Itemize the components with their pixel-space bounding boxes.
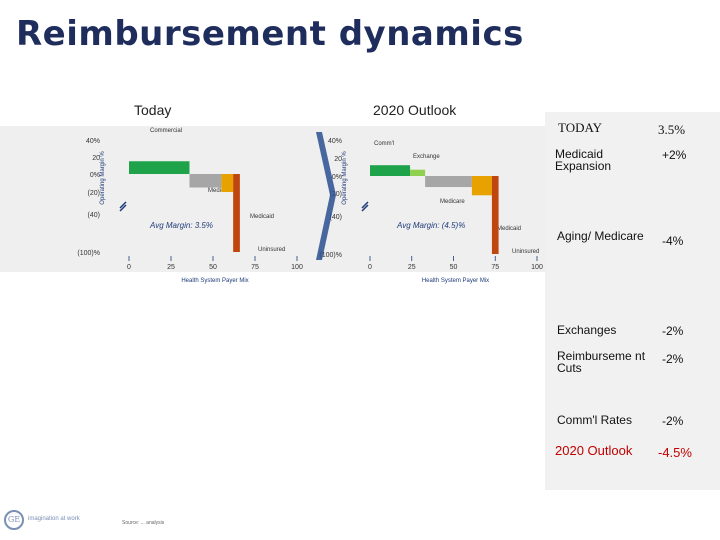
segment-label: Exchange xyxy=(413,154,440,160)
x-tick-label: 50 xyxy=(209,264,217,271)
chart-background-band xyxy=(0,126,545,272)
y-tick-label: (20) xyxy=(88,190,100,197)
x-tick-label: 25 xyxy=(167,264,175,271)
chevron-right-icon xyxy=(316,132,336,260)
table-row-value: 3.5% xyxy=(658,122,686,137)
table-row-value: -2% xyxy=(662,414,684,428)
x-axis-title: Health System Payer Mix xyxy=(422,278,489,284)
table-row-label: Comm'l Rates xyxy=(557,413,632,427)
x-tick-label: 75 xyxy=(251,264,259,271)
table-row-value: +2% xyxy=(662,148,687,162)
avg-margin-annotation: Avg Margin: (4.5)% xyxy=(396,221,465,230)
waterfall-charts: 40% 20 0% (20) (40) (100)% Operating Margin % C… xyxy=(77,128,543,284)
bar-medicare xyxy=(189,174,222,188)
segment-label: Medicaid xyxy=(250,214,274,220)
x-tick-label: 100 xyxy=(291,264,303,271)
y-tick-label: 40% xyxy=(86,138,100,145)
segment-label: Uninsured xyxy=(512,249,539,255)
bar-medicare xyxy=(425,176,472,188)
axis-break-icon xyxy=(119,201,127,212)
ge-logo-icon: GE xyxy=(4,510,24,530)
y-tick-label: (40) xyxy=(330,214,342,221)
table-row-label: Medicaid Expansion xyxy=(555,147,612,173)
today-chart: 40% 20 0% (20) (40) (100)% Operating Margin % C… xyxy=(77,128,303,284)
table-row: Reimburseme nt Cuts -2% xyxy=(545,350,720,378)
table-row-label: Reimburseme nt Cuts xyxy=(557,349,646,375)
outlook-chart: 40%200%(20)(40)(100)%Operating Margin %C… xyxy=(319,138,543,284)
x-tick-label: 0 xyxy=(368,264,372,271)
y-axis-title: Operating Margin % xyxy=(342,151,348,205)
table-row-value: -2% xyxy=(662,352,684,366)
table-row-value: -4% xyxy=(662,234,684,248)
table-row-value: -4.5% xyxy=(658,445,692,460)
bar-medicaid xyxy=(471,176,492,196)
bar-exchange xyxy=(410,169,426,176)
table-row-label: Aging/ Medicare xyxy=(557,229,644,243)
axis-break-icon xyxy=(361,201,369,212)
table-row-label: Exchanges xyxy=(557,323,617,337)
today-panel-heading: Today xyxy=(134,102,172,118)
y-tick-label: (40) xyxy=(88,212,100,219)
x-tick-label: 50 xyxy=(450,264,458,271)
table-row-label: 2020 Outlook xyxy=(555,443,633,458)
x-axis-title: Health System Payer Mix xyxy=(181,278,248,284)
segment-label: Commercial xyxy=(150,128,182,134)
margin-bridge-table: TODAY 3.5% Medicaid Expansion +2% Aging/… xyxy=(545,112,720,490)
x-tick-label: 0 xyxy=(127,264,131,271)
y-axis-title: Operating Margin % xyxy=(100,151,106,205)
bar-uninsured xyxy=(233,174,240,252)
segment-label: Medicare xyxy=(440,199,465,205)
bar-medicaid xyxy=(221,174,234,192)
table-row: Aging/ Medicare -4% xyxy=(545,230,720,258)
x-tick-label: 100 xyxy=(531,264,543,271)
outlook-panel-heading: 2020 Outlook xyxy=(373,102,457,118)
footer-note: Source: ... analysis xyxy=(122,520,165,526)
bar-commercial xyxy=(129,161,190,174)
x-tick-label: 75 xyxy=(491,264,499,271)
y-tick-label: 20 xyxy=(92,155,100,162)
segment-label: Uninsured xyxy=(258,247,285,253)
y-tick-label: 40% xyxy=(328,138,342,145)
page-title: Reimbursement dynamics xyxy=(16,14,524,54)
avg-margin-annotation: Avg Margin: 3.5% xyxy=(149,221,213,230)
x-tick-label: 25 xyxy=(408,264,416,271)
y-tick-label: 20 xyxy=(334,156,342,163)
table-row: Medicaid Expansion +2% xyxy=(545,148,720,176)
table-row: TODAY 3.5% xyxy=(545,120,720,138)
table-row: Exchanges -2% xyxy=(545,324,720,340)
table-row: Comm'l Rates -2% xyxy=(545,414,720,430)
segment-label: Medicaid xyxy=(497,226,521,232)
bar-comml xyxy=(370,165,411,176)
y-tick-label: (100)% xyxy=(77,250,100,257)
bar-uninsured xyxy=(491,176,499,254)
table-row-value: -2% xyxy=(662,324,684,338)
y-tick-label: (100)% xyxy=(319,252,342,259)
y-tick-label: 0% xyxy=(90,172,100,179)
table-row-label: TODAY xyxy=(558,120,603,135)
segment-label: Medicare xyxy=(208,188,233,194)
y-tick-label: 0% xyxy=(332,174,342,181)
segment-label: Comm'l xyxy=(374,141,394,147)
logo-tagline: imagination at work xyxy=(28,516,80,522)
table-row: 2020 Outlook -4.5% xyxy=(545,443,720,461)
